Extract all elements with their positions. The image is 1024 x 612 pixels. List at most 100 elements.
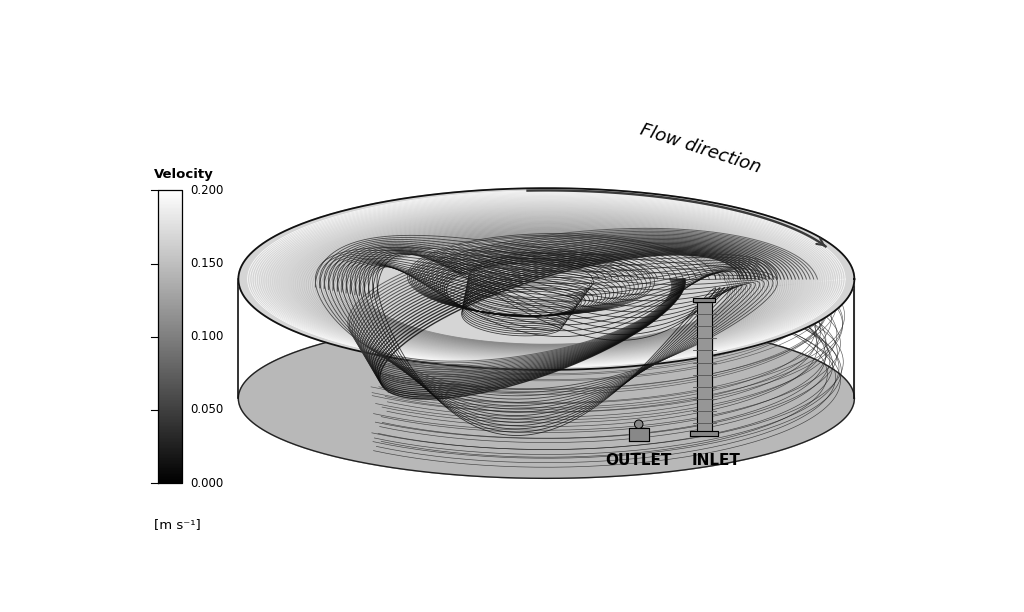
Polygon shape [158,271,182,272]
Polygon shape [158,241,182,242]
Polygon shape [158,329,182,331]
Polygon shape [158,354,182,356]
Polygon shape [158,347,182,348]
Polygon shape [158,378,182,379]
Polygon shape [158,220,182,221]
Polygon shape [158,265,182,267]
Polygon shape [158,362,182,363]
Polygon shape [158,245,182,246]
Polygon shape [158,366,182,367]
Polygon shape [158,247,182,249]
Polygon shape [158,394,182,395]
Polygon shape [158,457,182,458]
Polygon shape [158,474,182,476]
Polygon shape [158,346,182,347]
Polygon shape [158,281,182,283]
Polygon shape [158,407,182,408]
Polygon shape [158,299,182,300]
Polygon shape [158,452,182,454]
Polygon shape [158,305,182,306]
Polygon shape [158,448,182,449]
Polygon shape [158,451,182,452]
Polygon shape [158,228,182,230]
Polygon shape [158,258,182,259]
Polygon shape [158,435,182,436]
Polygon shape [158,277,182,278]
Polygon shape [158,348,182,350]
Polygon shape [158,269,182,271]
Polygon shape [690,431,718,436]
Polygon shape [158,230,182,231]
Polygon shape [158,195,182,196]
Polygon shape [158,286,182,287]
Polygon shape [158,375,182,376]
Polygon shape [158,227,182,228]
Polygon shape [158,214,182,215]
Polygon shape [158,351,182,353]
Polygon shape [158,239,182,241]
Polygon shape [158,321,182,322]
Polygon shape [158,243,182,245]
Polygon shape [158,307,182,309]
Polygon shape [158,382,182,384]
Polygon shape [158,447,182,448]
Polygon shape [158,356,182,357]
Polygon shape [158,303,182,305]
Polygon shape [158,350,182,351]
Polygon shape [158,192,182,193]
Polygon shape [158,404,182,406]
Text: [m s⁻¹]: [m s⁻¹] [154,518,201,531]
Polygon shape [158,338,182,340]
Polygon shape [158,234,182,236]
Polygon shape [158,473,182,474]
Polygon shape [158,436,182,438]
Polygon shape [158,267,182,268]
Text: 0.000: 0.000 [189,477,223,490]
Polygon shape [158,428,182,429]
Polygon shape [158,463,182,464]
Polygon shape [158,328,182,329]
Polygon shape [158,433,182,435]
Polygon shape [158,331,182,332]
Polygon shape [158,416,182,417]
Polygon shape [158,408,182,410]
Polygon shape [158,284,182,286]
Polygon shape [158,344,182,346]
Polygon shape [158,324,182,325]
Polygon shape [158,252,182,253]
Polygon shape [158,392,182,394]
Polygon shape [158,432,182,433]
Polygon shape [158,288,182,290]
Polygon shape [158,218,182,220]
Polygon shape [158,208,182,209]
Polygon shape [158,430,182,432]
Polygon shape [158,401,182,403]
Polygon shape [239,188,854,370]
Polygon shape [158,255,182,256]
Polygon shape [158,387,182,388]
Polygon shape [158,373,182,375]
Polygon shape [158,310,182,312]
Polygon shape [158,471,182,473]
Polygon shape [158,223,182,224]
Polygon shape [158,458,182,460]
Polygon shape [158,215,182,217]
Polygon shape [158,283,182,284]
Polygon shape [158,231,182,233]
Polygon shape [158,309,182,310]
Polygon shape [158,426,182,428]
Polygon shape [158,422,182,423]
Polygon shape [158,313,182,315]
Polygon shape [158,250,182,252]
Text: INLET: INLET [691,453,740,468]
Polygon shape [158,438,182,439]
Polygon shape [158,297,182,299]
Polygon shape [158,312,182,313]
Polygon shape [158,425,182,426]
Text: 0.150: 0.150 [189,257,223,270]
Polygon shape [158,384,182,385]
Polygon shape [158,290,182,291]
Polygon shape [158,207,182,208]
Polygon shape [158,357,182,359]
Polygon shape [158,325,182,327]
